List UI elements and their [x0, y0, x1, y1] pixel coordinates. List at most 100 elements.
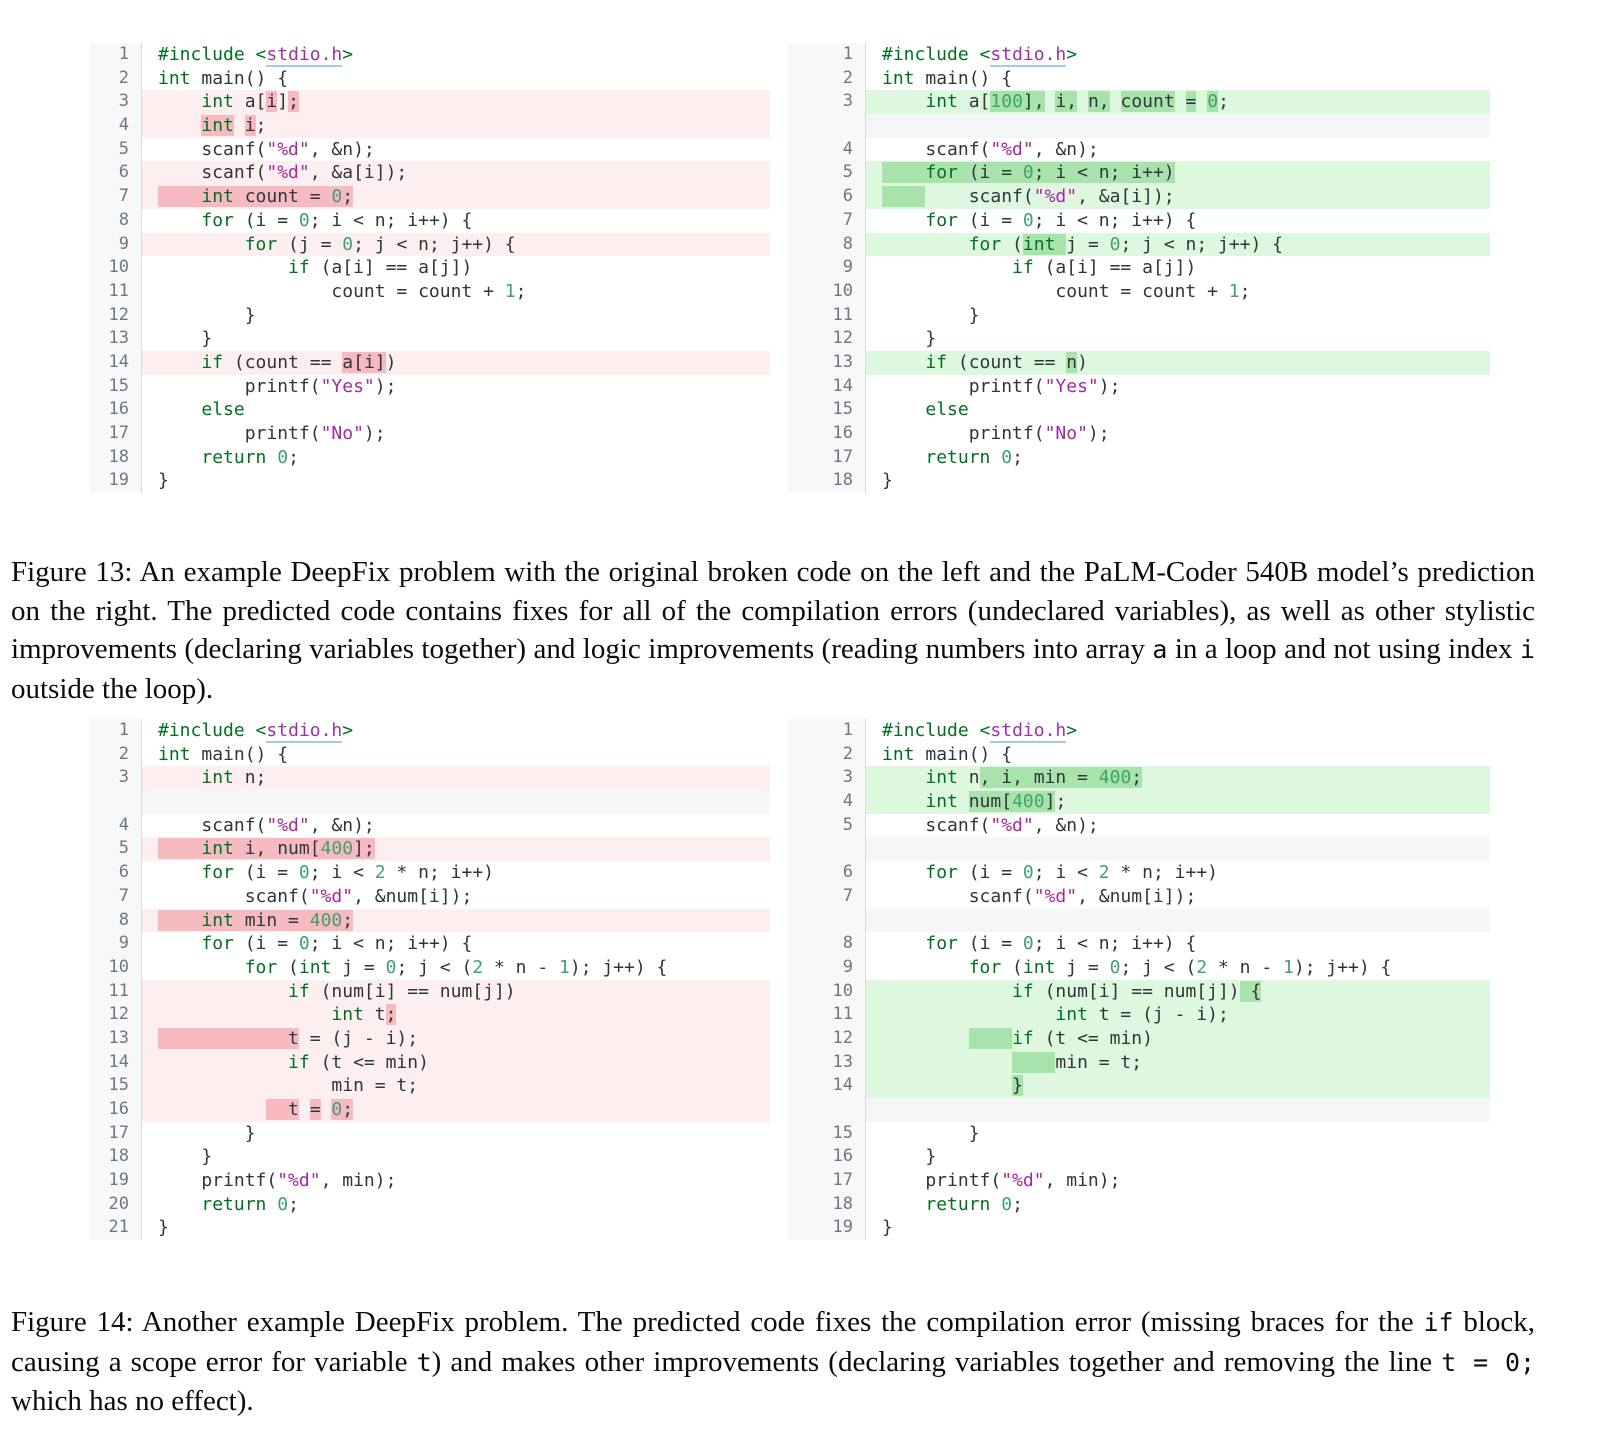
code-token: (i =: [957, 209, 1023, 231]
code-line: 12 int t;: [90, 1003, 770, 1027]
code-token: [158, 257, 288, 278]
code-token: [882, 234, 969, 255]
code-token: "%d": [309, 885, 354, 907]
code-line: 9 for (i = 0; i < n; i++) {: [90, 932, 770, 956]
code-token: [158, 1052, 288, 1073]
code-line: 21}: [90, 1216, 770, 1241]
code-token: 400: [1098, 767, 1132, 789]
code-token: printf(: [158, 375, 321, 397]
code-token: int: [201, 838, 234, 860]
code-text: return 0;: [142, 446, 770, 470]
code-token: count = count +: [158, 280, 505, 302]
code-token: 0: [331, 1099, 343, 1120]
code-line: 11 if (num[i] == num[j]): [90, 979, 770, 1004]
line-number: 15: [90, 1074, 142, 1098]
code-line: 14 if (t <= min): [90, 1050, 770, 1075]
code-token: }: [882, 470, 893, 492]
code-token: 1: [1228, 280, 1240, 302]
code-line: 15 }: [788, 1121, 1490, 1146]
code-text: int main() {: [866, 67, 1490, 91]
code-token: scanf(: [882, 814, 991, 836]
code-line: 19}: [788, 1216, 1490, 1241]
code-token: [990, 447, 1001, 468]
code-token: =: [1185, 91, 1197, 113]
code-token: return: [201, 446, 267, 468]
code-text: printf("No");: [142, 422, 770, 446]
code-text: for (i = 0; i < n; i++): [866, 161, 1490, 185]
code-token: printf(: [882, 423, 1045, 444]
header-file-link: stdio.h: [266, 44, 343, 67]
code-token: }: [882, 1122, 980, 1144]
code-text: }: [142, 1122, 770, 1146]
code-text: for (i = 0; i < n; i++) {: [866, 932, 1490, 956]
code-token: ;: [1012, 446, 1023, 468]
code-token: t: [266, 1099, 299, 1120]
code-token: [882, 352, 925, 373]
code-token: "%d": [266, 814, 310, 836]
code-token: int: [158, 67, 191, 89]
code-token: "%d": [266, 162, 310, 184]
code-token: , min);: [320, 1170, 397, 1192]
code-text: return 0;: [142, 1193, 770, 1217]
code-token: [158, 909, 202, 931]
line-number: 17: [90, 1121, 142, 1146]
line-number: 18: [90, 445, 142, 470]
code-token: n: [1066, 351, 1078, 373]
code-line: 6 scanf("%d", &a[i]);: [788, 185, 1490, 209]
code-line: 6 for (i = 0; i < 2 * n; i++): [90, 861, 770, 885]
line-number: 11: [90, 979, 142, 1004]
code-token: , min);: [1044, 1170, 1121, 1192]
code-token: 400: [1012, 791, 1045, 813]
code-token: [1110, 91, 1121, 112]
code-token: j =: [331, 956, 386, 978]
code-token: [990, 1194, 1001, 1215]
code-token: );: [1098, 375, 1121, 397]
code-token: #include: [158, 44, 245, 65]
code-token: ; j < (: [396, 956, 473, 978]
code-text: }: [142, 327, 770, 351]
code-token: i: [266, 91, 278, 113]
code-token: <: [255, 44, 267, 65]
code-line: 9 for (int j = 0; j < (2 * n - 1); j++) …: [788, 955, 1490, 980]
code-text: #include <stdio.h>: [866, 719, 1490, 743]
code-token: (num[i] == num[j]): [309, 980, 516, 1002]
code-token: for: [201, 862, 234, 884]
code-token: [158, 115, 201, 136]
code-line: 15 printf("Yes");: [90, 374, 770, 399]
code-text: for (i = 0; i < 2 * n; i++): [142, 861, 770, 885]
diff-filler-row: [788, 837, 1490, 862]
code-token: }: [158, 304, 256, 326]
line-number: 18: [90, 1145, 142, 1170]
code-text: min = t;: [866, 1051, 1490, 1075]
code-line: 8 for (i = 0; i < n; i++) {: [90, 208, 770, 233]
code-line: 2 int main() {: [90, 742, 770, 767]
line-number: 7: [90, 185, 142, 209]
inline-code: a: [1152, 635, 1168, 665]
code-line: 11 }: [788, 303, 1490, 328]
code-token: for: [925, 862, 958, 884]
code-token: if: [201, 351, 224, 373]
code-token: n;: [233, 767, 267, 789]
code-token: 0: [277, 446, 289, 468]
code-token: (: [1001, 233, 1023, 255]
code-text: return 0;: [866, 1193, 1490, 1217]
code-line: 19 printf("%d", min);: [90, 1169, 770, 1193]
code-token: else: [925, 399, 969, 421]
code-token: int: [882, 743, 915, 765]
code-token: i,: [1055, 91, 1078, 113]
code-token: (i =: [233, 862, 299, 884]
code-token: min =: [233, 909, 310, 931]
code-token: ; i < n; i++) {: [309, 209, 473, 231]
code-token: (i =: [957, 933, 1023, 955]
code-token: #include: [882, 720, 969, 741]
code-token: [882, 1194, 925, 1215]
code-line: 1 #include <stdio.h>: [788, 719, 1490, 743]
figure13-left-code-panel: 1 #include <stdio.h> 2 int main() {3 int a[…: [90, 43, 770, 494]
code-line: 5 for (i = 0; i < n; i++): [788, 161, 1490, 186]
line-number: [90, 790, 142, 814]
code-token: (j =: [277, 233, 343, 255]
code-token: (: [1001, 956, 1023, 978]
code-token: [958, 791, 969, 812]
code-token: [882, 1075, 1012, 1096]
code-token: [882, 767, 925, 788]
